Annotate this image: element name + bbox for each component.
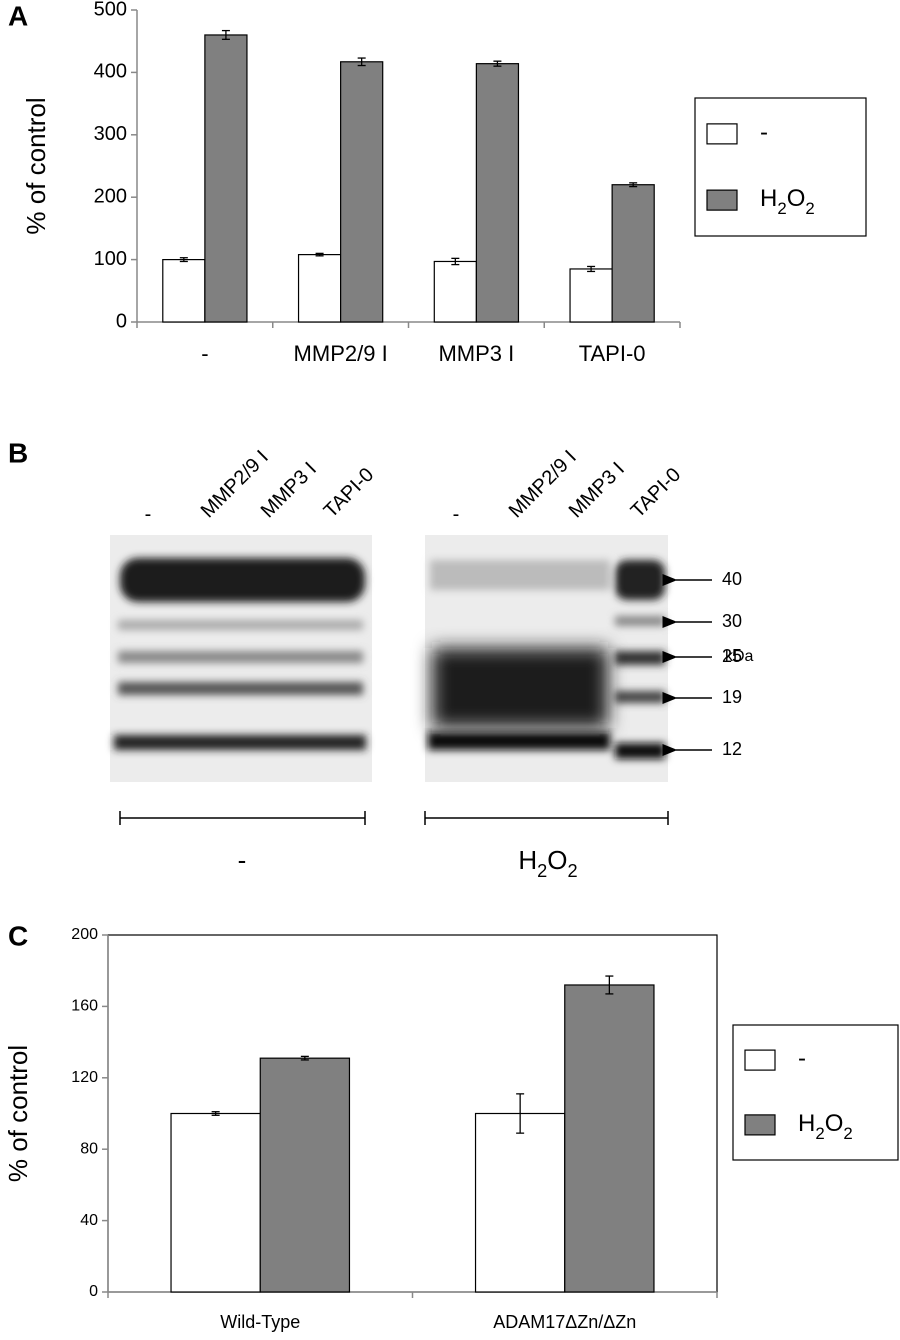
legend-swatch [706, 123, 738, 145]
bar [162, 259, 206, 323]
legend-box [694, 97, 867, 237]
bar [611, 184, 655, 323]
bar [433, 260, 477, 323]
x-tick-label: TAPI-0 [579, 341, 646, 366]
marker-label: 25 [722, 646, 742, 666]
y-tick-label: 80 [80, 1140, 98, 1157]
legend-label: H2O2 [798, 1110, 853, 1143]
bar [204, 34, 248, 323]
marker-label: 40 [722, 569, 742, 589]
bar [297, 254, 342, 323]
legend-label: - [798, 1045, 806, 1072]
y-tick-label: 200 [94, 185, 127, 207]
error-bar [605, 975, 614, 995]
error-bar [629, 182, 638, 188]
y-tick-label: 120 [71, 1069, 98, 1086]
group-label: H2O2 [518, 845, 577, 881]
error-bar [493, 60, 502, 67]
legend-box [732, 1024, 899, 1161]
marker-label: 19 [722, 687, 742, 707]
y-axis-label: % of control [21, 97, 51, 234]
y-tick-label: 400 [94, 61, 127, 83]
brackets [119, 811, 669, 825]
legend-label: H2O2 [760, 185, 815, 218]
error-bar [451, 257, 460, 266]
panel-label: B [8, 437, 28, 468]
marker-label: 12 [722, 739, 742, 759]
x-tick-label: Wild-Type [220, 1312, 300, 1332]
lane-label: - [145, 503, 152, 525]
y-axis-label: % of control [3, 1045, 33, 1182]
bar [259, 1057, 351, 1293]
unit-label: kDa [725, 648, 754, 665]
y-tick-label: 160 [71, 998, 98, 1015]
error-bar [211, 1111, 220, 1116]
lane-label: - [453, 503, 460, 525]
legend-swatch [706, 189, 738, 211]
bar [474, 1112, 566, 1293]
y-tick-label: 300 [94, 123, 127, 145]
y-tick-label: 0 [116, 310, 127, 332]
group-label: - [238, 845, 247, 875]
error-bar [300, 1055, 309, 1061]
blot-left [110, 535, 372, 782]
bar [569, 268, 613, 323]
x-tick-label: MMP2/9 I [294, 341, 388, 366]
error-bar [516, 1093, 525, 1134]
error-bar [357, 57, 366, 67]
panel-label: C [8, 920, 28, 951]
legend-swatch [744, 1114, 776, 1136]
bar [170, 1112, 261, 1293]
y-tick-label: 0 [89, 1283, 98, 1300]
y-tick-label: 500 [94, 0, 127, 20]
blot-right [425, 535, 668, 782]
lane-label: TAPI-0 [627, 464, 686, 523]
error-bar [315, 252, 324, 257]
error-bar [179, 257, 188, 263]
error-bar [221, 29, 230, 40]
bar [564, 984, 655, 1293]
bar [475, 63, 520, 323]
error-bar [587, 265, 596, 273]
legend-swatch [744, 1049, 776, 1071]
lane-label: TAPI-0 [320, 464, 379, 523]
panel-label: A [8, 0, 28, 31]
x-tick-label: MMP3 I [438, 341, 514, 366]
marker-label: 30 [722, 611, 742, 631]
x-tick-label: - [201, 341, 208, 366]
x-tick-label: ADAM17ΔZn/ΔZn [493, 1312, 636, 1332]
legend-label: - [760, 119, 768, 146]
y-tick-label: 40 [80, 1212, 98, 1229]
bar [340, 61, 384, 323]
y-tick-label: 200 [71, 926, 98, 943]
y-tick-label: 100 [94, 248, 127, 270]
